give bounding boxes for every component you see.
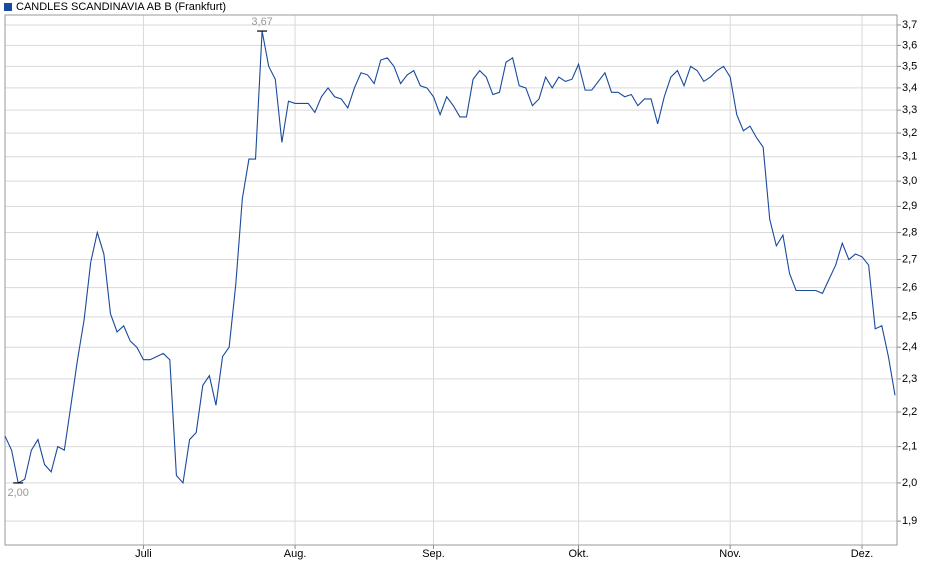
price-line (4, 30, 896, 485)
x-tick-label: Sep. (422, 548, 445, 560)
x-tick-label: Okt. (568, 548, 588, 560)
y-tick-label: 2,2 (902, 406, 917, 418)
legend-swatch (4, 3, 12, 11)
y-tick-label: 3,6 (902, 39, 917, 51)
y-tick-label: 2,5 (902, 311, 917, 323)
y-tick-label: 2,8 (902, 226, 917, 238)
y-tick-label: 3,7 (902, 19, 917, 31)
y-tick-label: 3,2 (902, 127, 917, 139)
y-tick-label: 3,4 (902, 82, 917, 94)
value-label: 2,00 (7, 487, 28, 499)
x-tick-label: Nov. (719, 548, 741, 560)
y-tick-label: 3,1 (902, 151, 917, 163)
y-tick-label: 3,3 (902, 104, 917, 116)
plot-frame (4, 14, 898, 546)
y-tick-label: 2,6 (902, 282, 917, 294)
y-tick-label: 3,5 (902, 60, 917, 72)
y-tick-label: 2,4 (902, 341, 917, 353)
value-label: 3,67 (251, 16, 272, 28)
x-tick-label: Juli (135, 548, 152, 560)
y-tick-label: 2,7 (902, 253, 917, 265)
x-tick-label: Aug. (284, 548, 307, 560)
y-tick-label: 3,0 (902, 175, 917, 187)
x-tick-label: Dez. (851, 548, 874, 560)
y-tick-label: 2,9 (902, 200, 917, 212)
y-tick-label: 2,1 (902, 441, 917, 453)
y-tick-label: 2,3 (902, 373, 917, 385)
legend-label: CANDLES SCANDINAVIA AB B (Frankfurt) (16, 1, 226, 13)
y-tick-label: 2,0 (902, 477, 917, 489)
y-tick-label: 1,9 (902, 515, 917, 527)
